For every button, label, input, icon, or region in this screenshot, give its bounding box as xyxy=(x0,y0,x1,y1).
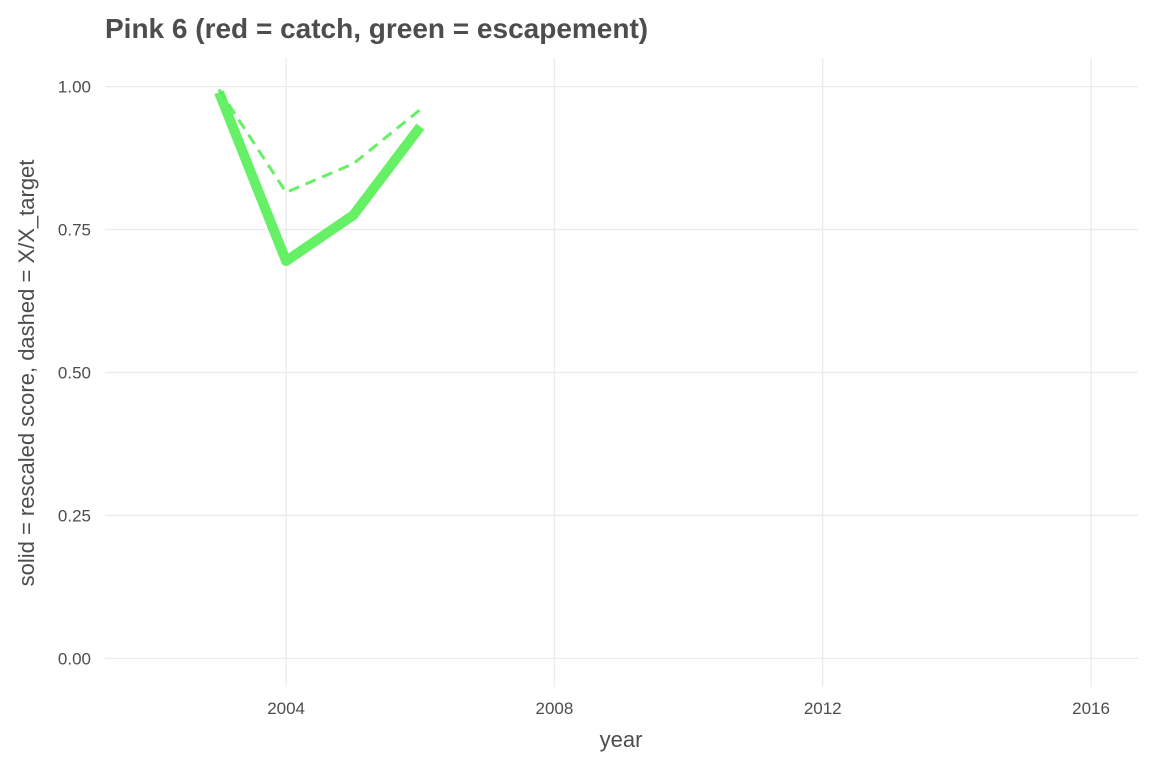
x-tick-label: 2008 xyxy=(536,699,574,718)
y-tick-label: 0.50 xyxy=(58,364,91,383)
x-axis-ticks: 2004 2008 2012 2016 xyxy=(267,699,1110,718)
x-tick-label: 2012 xyxy=(804,699,842,718)
dashed-series-line xyxy=(217,88,422,194)
x-axis-title: year xyxy=(600,727,643,752)
x-tick-label: 2004 xyxy=(267,699,305,718)
y-tick-label: 1.00 xyxy=(58,78,91,97)
y-tick-label: 0.00 xyxy=(58,649,91,668)
x-tick-label: 2016 xyxy=(1072,699,1110,718)
y-tick-label: 0.75 xyxy=(58,221,91,240)
chart-title: Pink 6 (red = catch, green = escapement) xyxy=(105,13,648,44)
solid-series-line xyxy=(214,90,425,266)
y-tick-label: 0.25 xyxy=(58,506,91,525)
y-axis-ticks: 0.00 0.25 0.50 0.75 1.00 xyxy=(58,78,91,669)
plot-series xyxy=(214,88,425,266)
y-axis-title: solid = rescaled score, dashed = X/X_tar… xyxy=(14,160,39,587)
